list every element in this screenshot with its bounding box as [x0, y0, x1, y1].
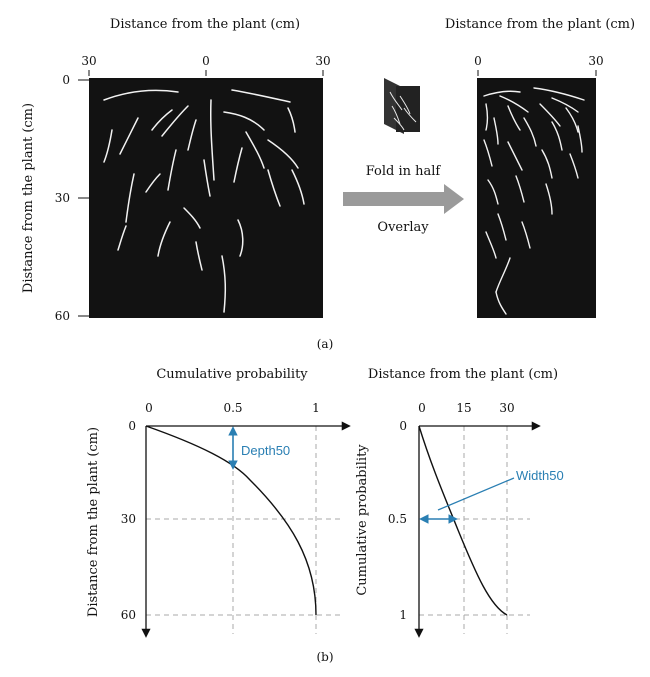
left-y-tick-60: 60 [55, 309, 70, 323]
cdf-width-y-label: Cumulative probability [355, 444, 370, 596]
cdf-depth-y-tick-60: 60 [121, 608, 136, 622]
width50-label: Width50 [516, 468, 564, 483]
left-x-tick-0: 0 [202, 54, 210, 68]
width50-leader [437, 477, 515, 511]
cdf-width-y-tick-1: 1 [399, 608, 407, 622]
cdf-width-guides [419, 426, 530, 634]
cdf-width-y-tick-0: 0 [399, 419, 407, 433]
left-top-axis-label: Distance from the plant (cm) [110, 17, 300, 32]
cdf-depth-guides [146, 426, 342, 634]
overlay-label: Overlay [377, 220, 429, 235]
right-x-tick-30: 30 [588, 54, 603, 68]
cdf-depth-x-tick-1: 1 [312, 401, 320, 415]
cdf-depth-y-tick-30: 30 [121, 512, 136, 526]
cdf-depth-axes [141, 421, 351, 638]
root-traces-full [103, 89, 305, 313]
fold-label: Fold in half [366, 164, 442, 179]
cdf-width-x-tick-30: 30 [499, 401, 514, 415]
fold-icon [384, 78, 420, 134]
panel-b-label: (b) [316, 650, 333, 664]
cdf-depth-x-tick-0: 0 [145, 401, 153, 415]
root-traces-folded [483, 87, 585, 315]
left-x-tick-30-right: 30 [315, 54, 330, 68]
right-top-axis-label: Distance from the plant (cm) [445, 17, 635, 32]
cdf-width-x-tick-15: 15 [456, 401, 471, 415]
cdf-width-top-label: Distance from the plant (cm) [368, 367, 558, 382]
left-x-tick-marks [88, 70, 324, 76]
cdf-depth-curve [145, 425, 317, 616]
cdf-width-x-tick-0: 0 [418, 401, 426, 415]
fold-arrow [343, 184, 464, 214]
left-y-tick-30: 30 [55, 191, 70, 205]
left-y-tick-marks [78, 79, 89, 317]
right-x-tick-marks [477, 70, 597, 76]
depth50-label: Depth50 [241, 443, 290, 458]
cdf-depth-top-label: Cumulative probability [156, 367, 308, 382]
panel-a-label: (a) [317, 337, 334, 351]
cdf-depth-y-tick-0: 0 [128, 419, 136, 433]
left-x-tick-30-left: 30 [81, 54, 96, 68]
cdf-width-curve [418, 425, 508, 616]
root-image-full [89, 78, 323, 318]
cdf-width-axes [414, 421, 541, 638]
root-image-folded [477, 78, 596, 318]
left-vertical-axis-label: Distance from the plant (cm) [21, 103, 36, 293]
cdf-depth-y-label: Distance from the plant (cm) [86, 427, 101, 617]
cdf-depth-x-tick-05: 0.5 [223, 401, 242, 415]
left-y-tick-0: 0 [62, 73, 70, 87]
cdf-width-y-tick-05: 0.5 [388, 512, 407, 526]
right-x-tick-0: 0 [474, 54, 482, 68]
